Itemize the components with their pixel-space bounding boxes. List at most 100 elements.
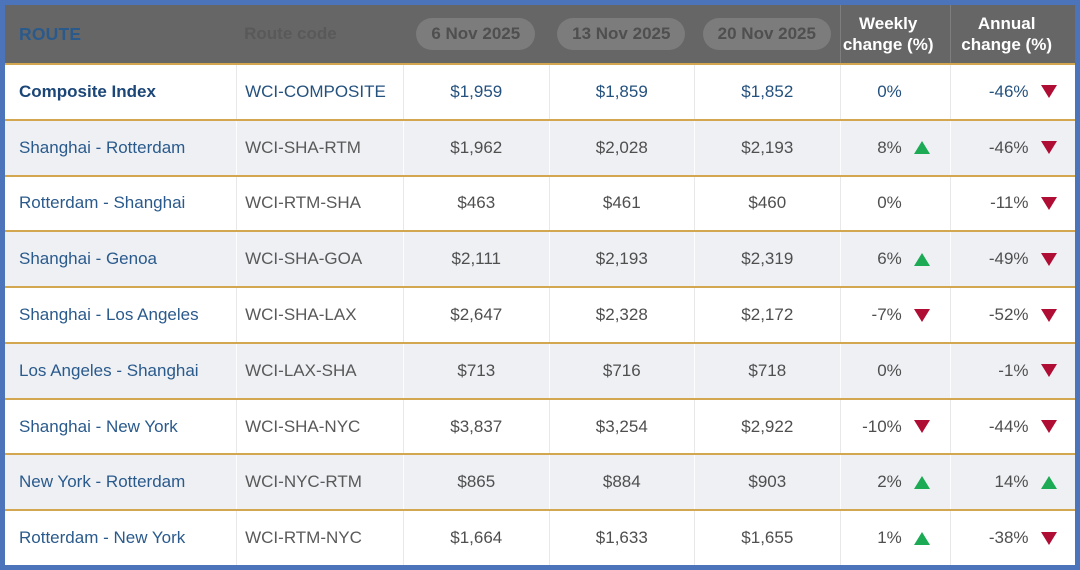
date-pill: 13 Nov 2025	[557, 18, 686, 50]
weekly-change-value: 8%	[877, 137, 902, 157]
price-13nov: $2,193	[548, 232, 695, 287]
annual-change-value: -1%	[998, 360, 1029, 380]
annual-change-value: 14%	[994, 472, 1029, 492]
down-triangle-icon	[1040, 85, 1057, 99]
table-row: Shanghai - Los Angeles WCI-SHA-LAX $2,64…	[5, 286, 1075, 342]
weekly-change-value: 0%	[877, 193, 902, 213]
table-row: Rotterdam - Shanghai WCI-RTM-SHA $463 $4…	[5, 174, 1075, 231]
up-triangle-icon	[1040, 475, 1057, 489]
route-code: WCI-NYC-RTM	[236, 455, 403, 510]
route-code: WCI-RTM-NYC	[236, 511, 403, 566]
header-date-2: 13 Nov 2025	[549, 5, 695, 63]
price-6nov: $2,111	[403, 232, 549, 287]
price-13nov: $884	[548, 455, 695, 510]
price-13nov: $461	[548, 176, 695, 231]
price-13nov: $2,028	[548, 120, 695, 175]
down-triangle-icon	[1040, 308, 1057, 322]
header-weekly-change: Weekly change (%)	[839, 5, 950, 63]
route-name: Shanghai - Genoa	[19, 249, 157, 269]
table-row: Shanghai - Genoa WCI-SHA-GOA $2,111 $2,1…	[5, 230, 1075, 287]
weekly-change-value: 0%	[877, 360, 902, 380]
weekly-change-value: -10%	[862, 416, 902, 436]
route-name: New York - Rotterdam	[19, 472, 186, 492]
price-20nov: $718	[694, 343, 840, 398]
route-name: Shanghai - Los Angeles	[19, 305, 199, 325]
table-row: Shanghai - Rotterdam WCI-SHA-RTM $1,962 …	[5, 118, 1075, 175]
price-20nov: $1,852	[694, 65, 840, 119]
price-6nov: $2,647	[403, 288, 549, 342]
price-13nov: $1,859	[548, 65, 695, 119]
price-20nov: $2,172	[694, 288, 840, 342]
route-name: Composite Index	[19, 81, 156, 101]
route-code: WCI-LAX-SHA	[236, 343, 403, 398]
price-20nov: $460	[694, 176, 840, 231]
date-pill: 6 Nov 2025	[416, 18, 536, 50]
route-code: WCI-RTM-SHA	[236, 176, 403, 231]
down-triangle-icon	[1040, 531, 1057, 545]
weekly-change-value: 1%	[877, 528, 902, 548]
header-annual-line2: change (%)	[961, 35, 1052, 54]
table-header-row: ROUTE Route code 6 Nov 2025 13 Nov 2025 …	[5, 5, 1075, 63]
table-row: Shanghai - New York WCI-SHA-NYC $3,837 $…	[5, 397, 1075, 454]
price-6nov: $1,959	[403, 65, 549, 119]
annual-change-value: -49%	[988, 249, 1029, 269]
down-triangle-icon	[913, 308, 930, 322]
annual-change-value: -52%	[988, 305, 1029, 325]
annual-change-value: -38%	[988, 528, 1029, 548]
header-date-3: 20 Nov 2025	[694, 5, 840, 63]
price-13nov: $716	[548, 343, 695, 398]
route-code: WCI-SHA-GOA	[236, 232, 403, 287]
route-name: Shanghai - New York	[19, 416, 178, 436]
price-20nov: $1,655	[694, 511, 840, 566]
route-name: Shanghai - Rotterdam	[19, 137, 186, 157]
up-triangle-icon	[913, 252, 930, 266]
price-13nov: $2,328	[548, 288, 695, 342]
down-triangle-icon	[913, 420, 930, 434]
up-triangle-icon	[913, 531, 930, 545]
table-row: Los Angeles - Shanghai WCI-LAX-SHA $713 …	[5, 341, 1075, 398]
price-6nov: $3,837	[403, 399, 549, 454]
price-6nov: $713	[403, 343, 549, 398]
price-6nov: $865	[403, 455, 549, 510]
price-20nov: $2,319	[694, 232, 840, 287]
down-triangle-icon	[1040, 196, 1057, 210]
table-body: Composite Index WCI-COMPOSITE $1,959 $1,…	[5, 63, 1075, 566]
header-annual-change: Annual change (%)	[949, 5, 1069, 63]
price-13nov: $3,254	[548, 399, 695, 454]
route-name: Los Angeles - Shanghai	[19, 360, 199, 380]
table-row: Rotterdam - New York WCI-RTM-NYC $1,664 …	[5, 509, 1075, 566]
up-triangle-icon	[913, 141, 930, 155]
header-weekly-line1: Weekly	[859, 13, 918, 33]
up-triangle-icon	[913, 475, 930, 489]
annual-change-value: -11%	[990, 193, 1029, 213]
down-triangle-icon	[1040, 252, 1057, 266]
header-date-1: 6 Nov 2025	[403, 5, 549, 63]
route-code: WCI-SHA-NYC	[236, 399, 403, 454]
annual-change-value: -46%	[988, 81, 1029, 101]
price-6nov: $1,962	[403, 120, 549, 175]
header-annual-line1: Annual	[977, 13, 1036, 33]
weekly-change-value: 0%	[877, 81, 902, 101]
weekly-change-value: 6%	[877, 249, 902, 269]
header-weekly-line2: change (%)	[842, 35, 934, 54]
header-route: ROUTE	[19, 23, 82, 44]
price-20nov: $2,922	[694, 399, 840, 454]
annual-change-value: -46%	[988, 137, 1029, 157]
annual-change-value: -44%	[988, 416, 1029, 436]
weekly-change-value: -7%	[871, 305, 902, 325]
price-6nov: $1,664	[403, 511, 549, 566]
date-pill: 20 Nov 2025	[702, 18, 831, 50]
table-row: Composite Index WCI-COMPOSITE $1,959 $1,…	[5, 63, 1075, 119]
route-name: Rotterdam - Shanghai	[19, 193, 186, 213]
header-route-code: Route code	[244, 24, 337, 43]
price-20nov: $903	[694, 455, 840, 510]
price-13nov: $1,633	[548, 511, 695, 566]
down-triangle-icon	[1040, 364, 1057, 378]
route-code: WCI-SHA-LAX	[236, 288, 403, 342]
route-name: Rotterdam - New York	[19, 528, 186, 548]
down-triangle-icon	[1040, 420, 1057, 434]
table-row: New York - Rotterdam WCI-NYC-RTM $865 $8…	[5, 453, 1075, 510]
down-triangle-icon	[1040, 141, 1057, 155]
